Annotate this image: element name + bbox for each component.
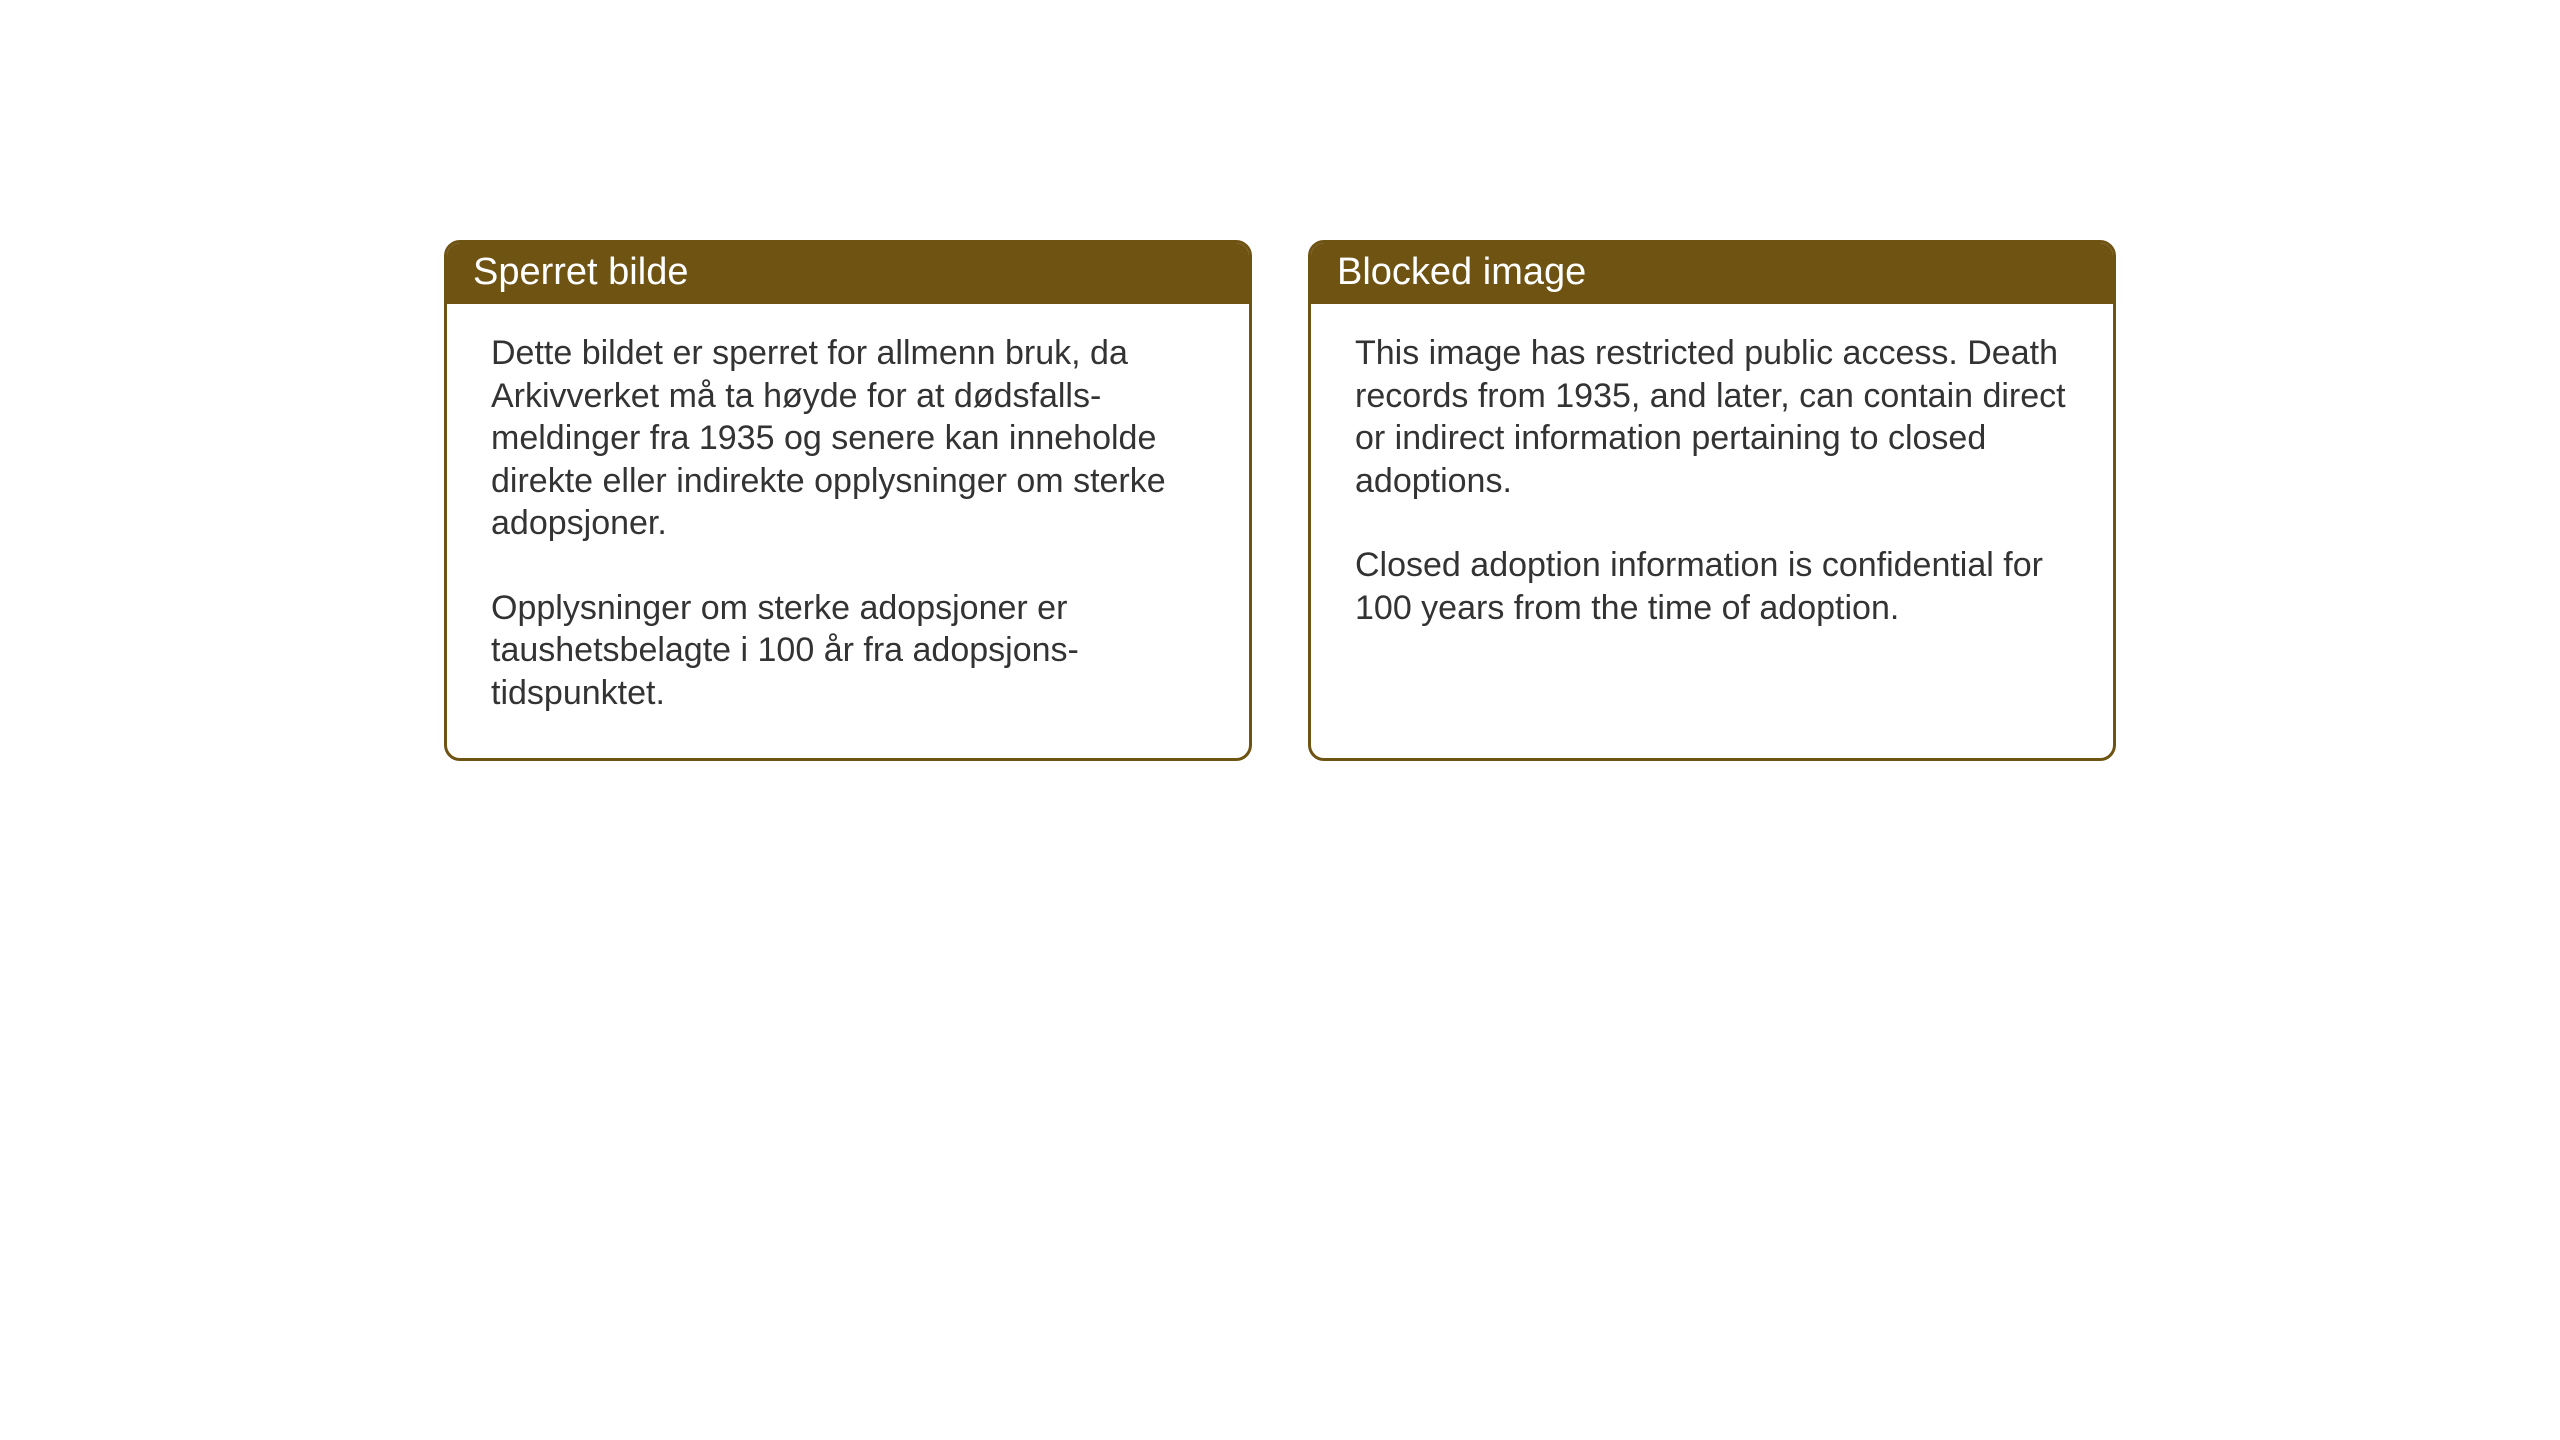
- card-title: Blocked image: [1337, 251, 1586, 293]
- card-paragraph: Closed adoption information is confident…: [1355, 544, 2069, 629]
- card-body-english: This image has restricted public access.…: [1311, 304, 2113, 744]
- card-norwegian: Sperret bilde Dette bildet er sperret fo…: [444, 240, 1252, 761]
- card-body-norwegian: Dette bildet er sperret for allmenn bruk…: [447, 304, 1249, 758]
- card-paragraph: Opplysninger om sterke adopsjoner er tau…: [491, 587, 1205, 715]
- card-header-norwegian: Sperret bilde: [447, 243, 1249, 304]
- card-header-english: Blocked image: [1311, 243, 2113, 304]
- card-paragraph: This image has restricted public access.…: [1355, 332, 2069, 502]
- card-title: Sperret bilde: [473, 251, 688, 293]
- cards-container: Sperret bilde Dette bildet er sperret fo…: [444, 240, 2116, 761]
- card-english: Blocked image This image has restricted …: [1308, 240, 2116, 761]
- card-paragraph: Dette bildet er sperret for allmenn bruk…: [491, 332, 1205, 545]
